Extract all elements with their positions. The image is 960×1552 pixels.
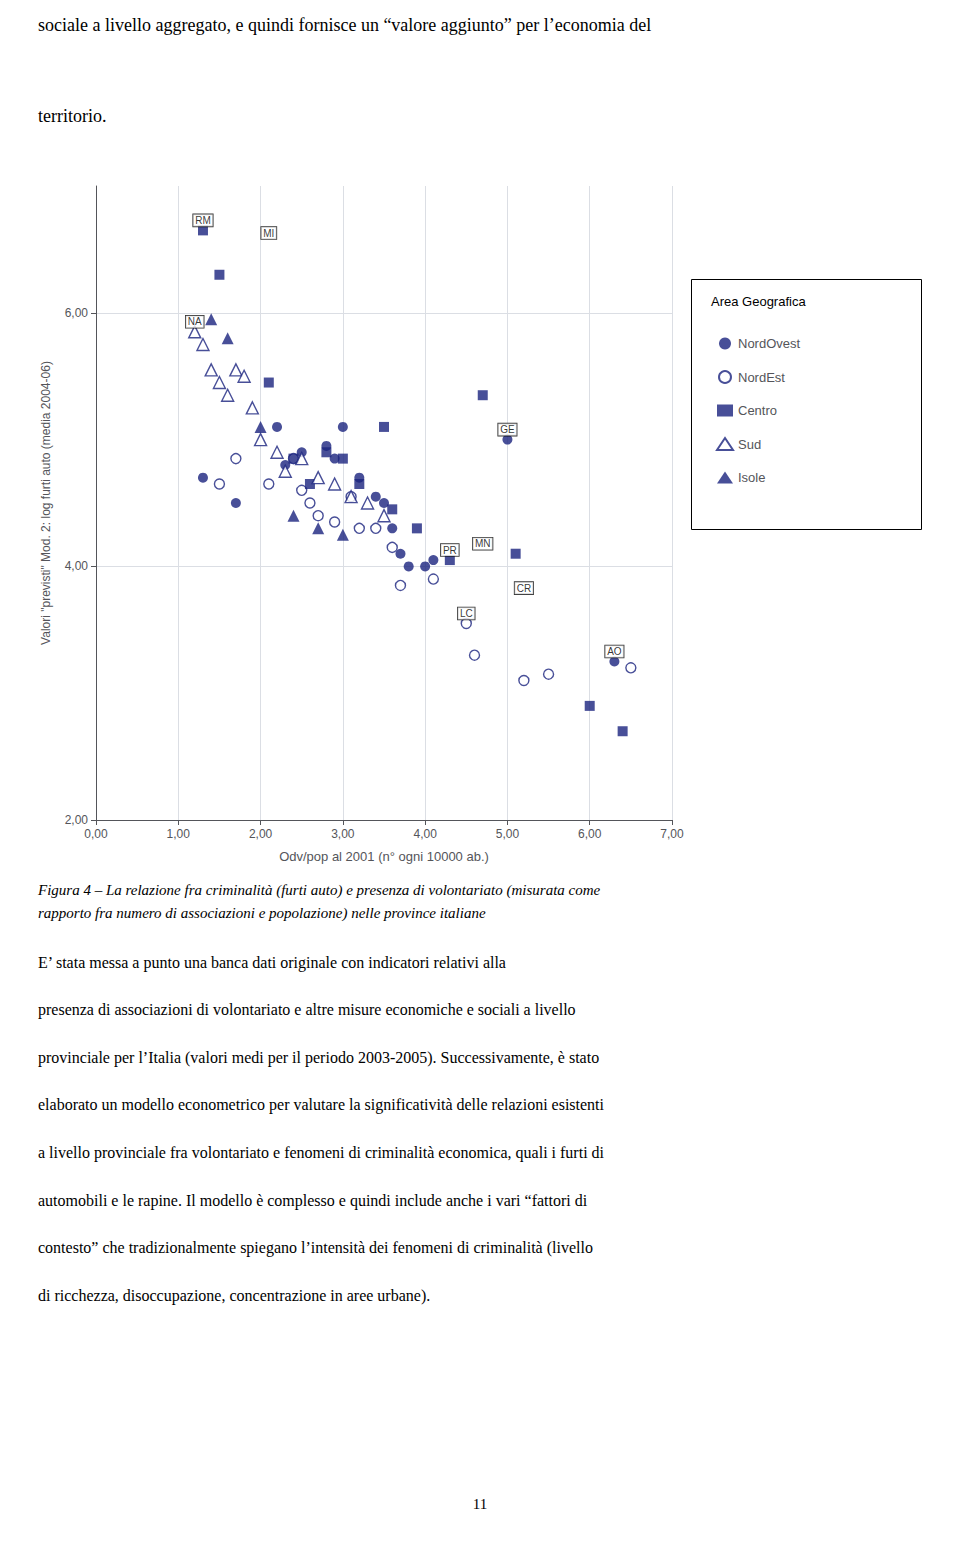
svg-text:2,00: 2,00 (65, 813, 89, 827)
svg-text:Sud: Sud (738, 437, 761, 452)
svg-text:11: 11 (473, 1496, 487, 1512)
svg-text:Odv/pop al 2001 (n° ogni 10000: Odv/pop al 2001 (n° ogni 10000 ab.) (279, 849, 489, 864)
svg-text:Area Geografica: Area Geografica (711, 294, 806, 309)
svg-text:RM: RM (195, 215, 211, 226)
svg-text:6,00: 6,00 (578, 827, 602, 841)
svg-text:MI: MI (263, 228, 274, 239)
svg-text:sociale a livello aggregato, e: sociale a livello aggregato, e quindi fo… (38, 15, 651, 35)
svg-text:GE: GE (500, 424, 515, 435)
svg-text:0,00: 0,00 (84, 827, 108, 841)
svg-text:Valori "previsti" Mod. 2: log: Valori "previsti" Mod. 2: log furti auto… (39, 361, 53, 645)
svg-text:a livello provinciale fra volo: a livello provinciale fra volontariato e… (38, 1144, 605, 1162)
svg-text:automobili e le rapine. Il mod: automobili e le rapine. Il modello è com… (38, 1192, 588, 1210)
svg-text:LC: LC (460, 608, 473, 619)
svg-text:3,00: 3,00 (331, 827, 355, 841)
svg-text:presenza di associazioni di vo: presenza di associazioni di volontariato… (38, 1001, 576, 1019)
svg-text:6,00: 6,00 (65, 306, 89, 320)
svg-text:Centro: Centro (738, 403, 777, 418)
svg-text:E’ stata messa a punto una ban: E’ stata messa a punto una banca dati or… (38, 954, 506, 972)
svg-text:di ricchezza, disoccupazione,: di ricchezza, disoccupazione, concentraz… (38, 1287, 430, 1305)
svg-text:4,00: 4,00 (413, 827, 437, 841)
svg-text:PR: PR (443, 545, 457, 556)
svg-text:elaborato un modello econometr: elaborato un modello econometrico per va… (38, 1096, 605, 1114)
svg-text:NordEst: NordEst (738, 370, 785, 385)
svg-text:AO: AO (607, 646, 622, 657)
svg-text:2,00: 2,00 (249, 827, 273, 841)
svg-text:CR: CR (517, 583, 531, 594)
svg-text:Isole: Isole (738, 470, 765, 485)
svg-text:5,00: 5,00 (496, 827, 520, 841)
svg-text:contesto” che tradizionalmente: contesto” che tradizionalmente spiegano … (38, 1239, 593, 1257)
svg-text:NordOvest: NordOvest (738, 336, 801, 351)
svg-text:provinciale per l’Italia (valo: provinciale per l’Italia (valori medi pe… (38, 1049, 599, 1067)
svg-text:rapporto fra numero di associa: rapporto fra numero di associazioni e po… (38, 905, 486, 922)
svg-text:MN: MN (475, 538, 491, 549)
svg-text:NA: NA (188, 316, 202, 327)
svg-text:7,00: 7,00 (660, 827, 684, 841)
svg-text:Figura 4 – La relazione fra cr: Figura 4 – La relazione fra criminalità … (37, 882, 601, 899)
svg-text:1,00: 1,00 (167, 827, 191, 841)
svg-text:territorio.: territorio. (38, 106, 106, 126)
svg-text:4,00: 4,00 (65, 559, 89, 573)
